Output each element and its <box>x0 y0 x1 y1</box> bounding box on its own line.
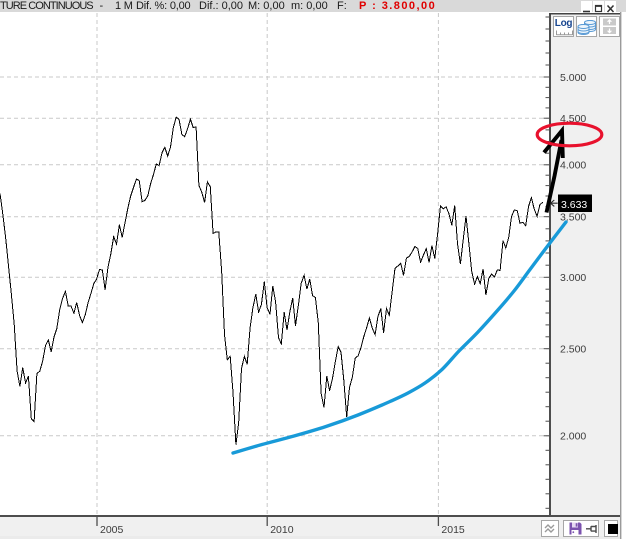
svg-text:3.500: 3.500 <box>560 212 586 224</box>
svg-text:3.633: 3.633 <box>561 199 587 211</box>
svg-text:2.500: 2.500 <box>560 344 586 356</box>
svg-text:3.000: 3.000 <box>560 272 586 284</box>
svg-text:2010: 2010 <box>270 524 294 536</box>
svg-text:2015: 2015 <box>441 524 465 536</box>
svg-text:2.000: 2.000 <box>560 431 586 443</box>
svg-text:2005: 2005 <box>100 524 124 536</box>
svg-text:5.000: 5.000 <box>560 72 586 84</box>
svg-text:4.000: 4.000 <box>560 160 586 172</box>
